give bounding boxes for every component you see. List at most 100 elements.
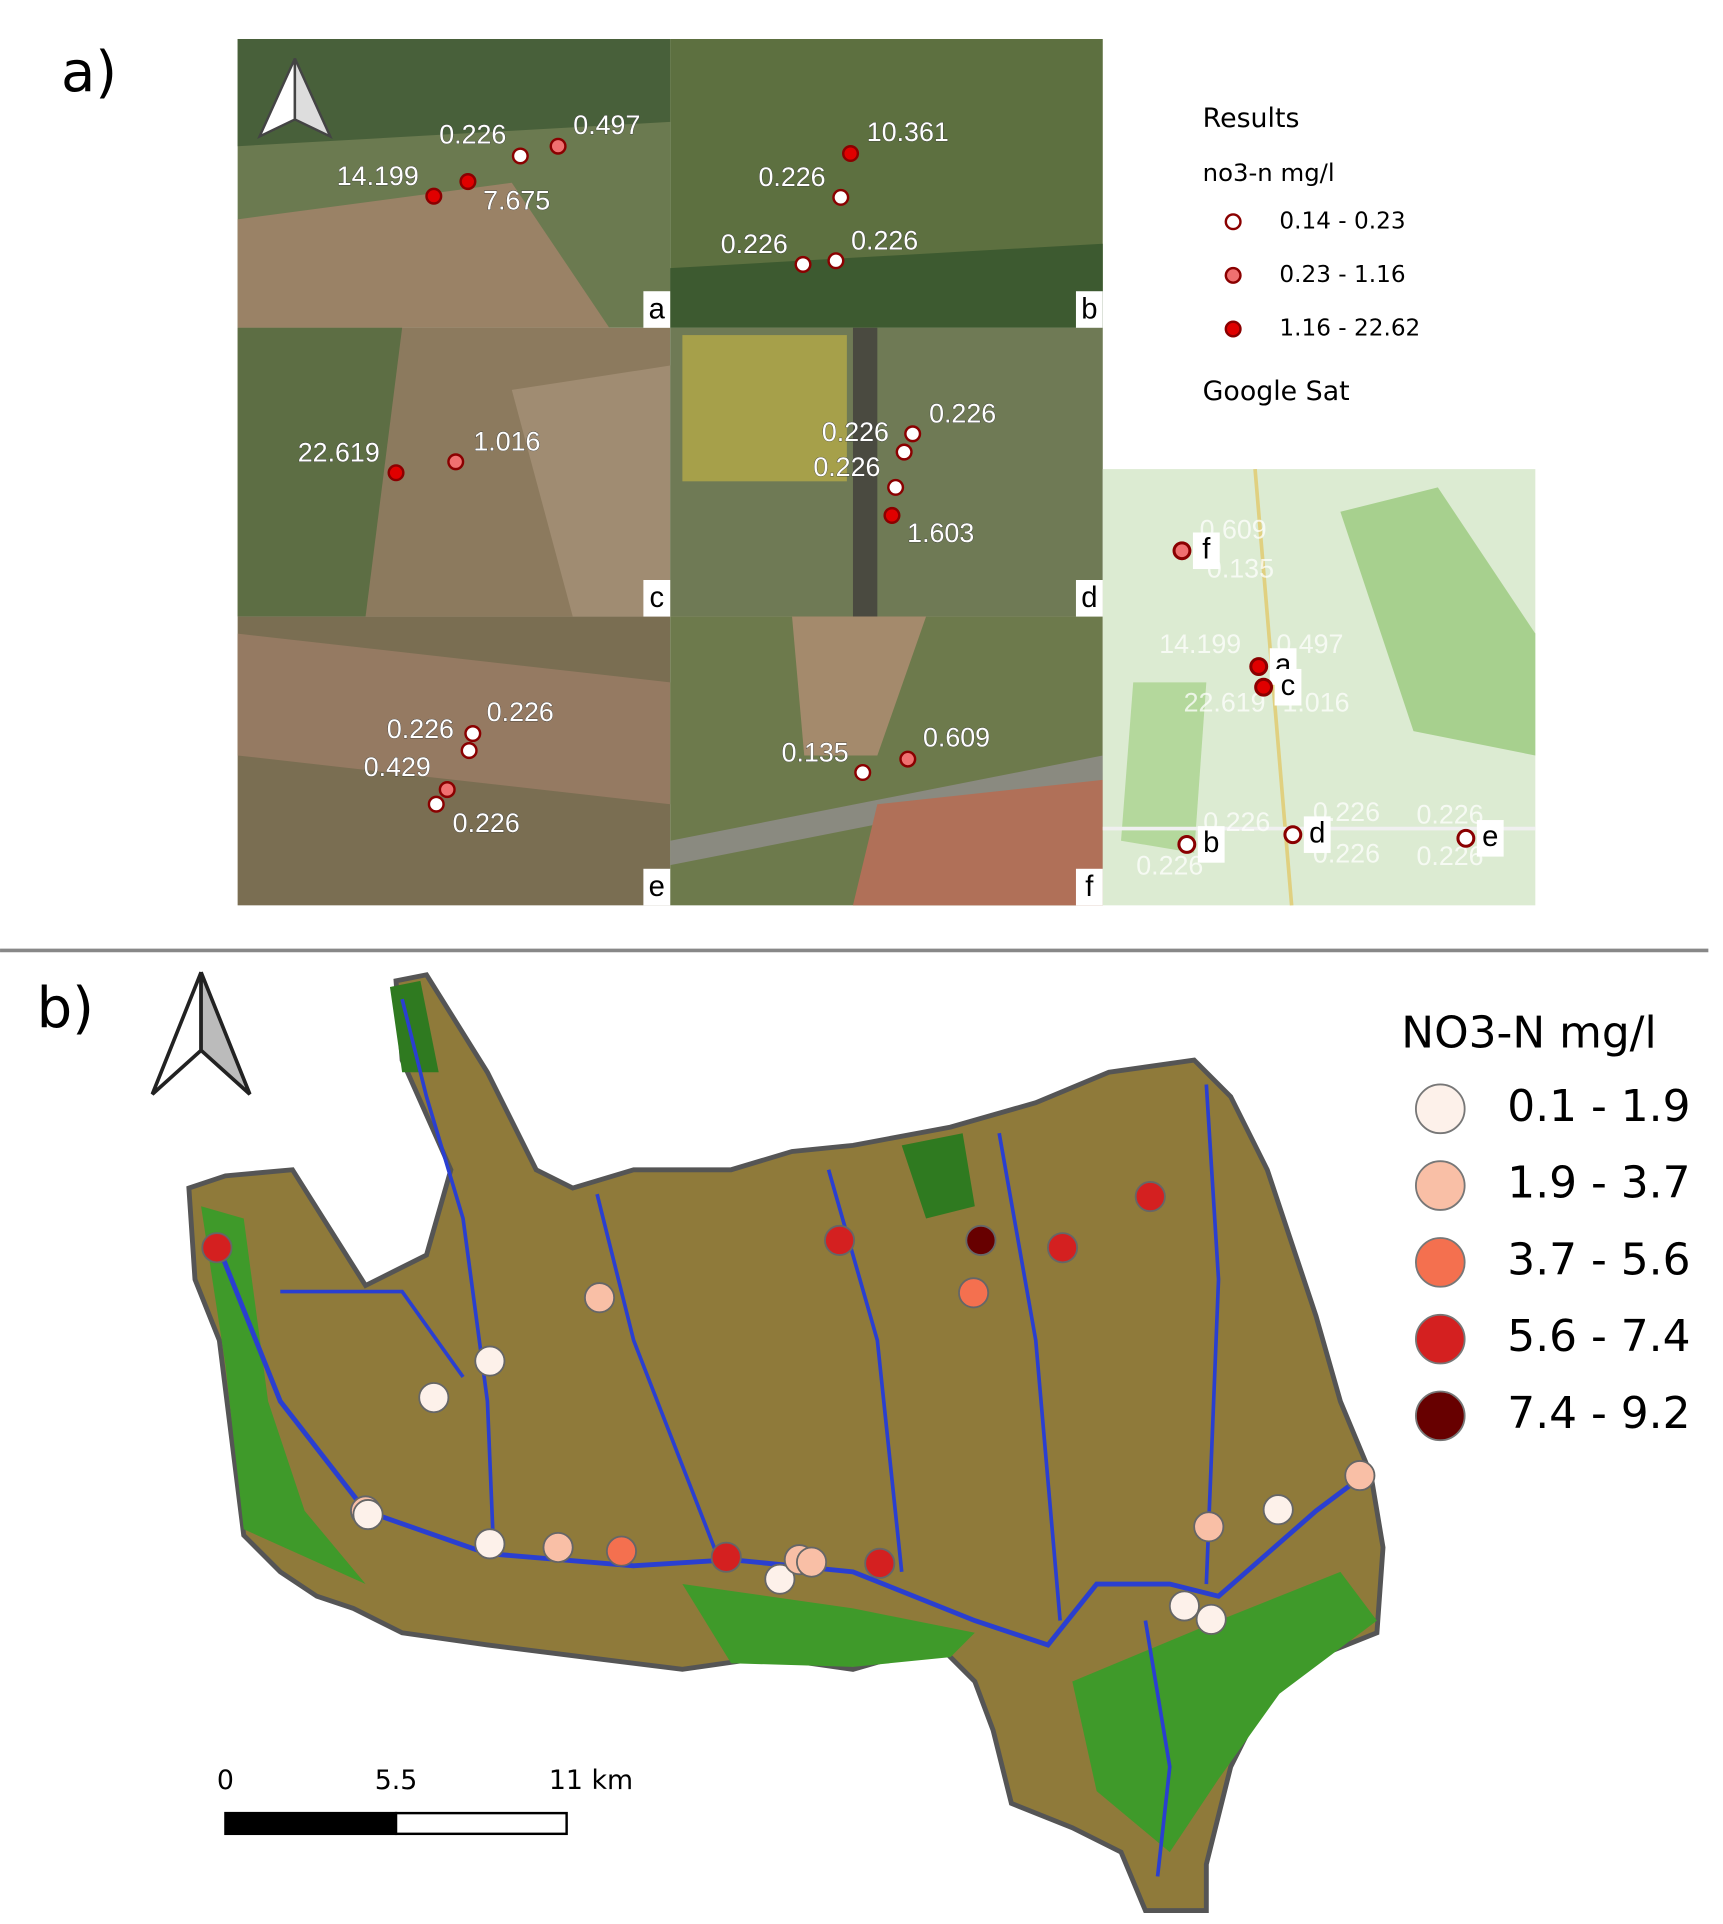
tile-letter: a: [649, 293, 666, 325]
sample-point: [426, 189, 441, 204]
legend-title: Results: [1203, 103, 1300, 134]
sampling-site: [959, 1278, 988, 1307]
legend-label: 0.14 - 0.23: [1279, 208, 1405, 234]
legend-label: 5.6 - 7.4: [1507, 1311, 1690, 1362]
overview-label: 0.226: [1417, 841, 1484, 871]
sample-point: [843, 146, 858, 161]
scale-label: 0: [217, 1765, 234, 1796]
tile-letter: c: [649, 582, 664, 614]
sample-label: 0.226: [813, 452, 880, 482]
page: {"panel_a":{"label":"a)", "tiles":[ {"le…: [0, 0, 1723, 1924]
sample-label: 10.361: [867, 117, 949, 147]
legend-symbol: [1416, 1315, 1465, 1364]
sampling-site: [966, 1226, 995, 1255]
sample-point: [905, 426, 920, 441]
watershed: [189, 975, 1383, 1911]
sample-label: 0.226: [929, 399, 996, 429]
sampling-site: [419, 1383, 448, 1412]
legend-symbol: [1226, 214, 1241, 229]
sampling-site: [1194, 1512, 1223, 1541]
sample-point: [897, 445, 912, 460]
overview-letter: f: [1202, 533, 1211, 565]
legend-symbol: [1226, 322, 1241, 337]
sampling-site: [1136, 1182, 1165, 1211]
north-arrow: [152, 972, 249, 1094]
overview-letter: d: [1309, 817, 1325, 849]
sample-point: [448, 454, 463, 469]
tile-letter: d: [1081, 582, 1097, 614]
sampling-site: [865, 1549, 894, 1578]
sample-point: [900, 752, 915, 767]
overview-site: [1256, 679, 1272, 695]
overview-label: 22.619: [1184, 687, 1266, 717]
sample-point: [440, 782, 455, 797]
sample-label: 0.226: [439, 120, 506, 150]
tile-letter: b: [1081, 293, 1097, 325]
legend-label: 1.9 - 3.7: [1507, 1158, 1690, 1209]
overview-site: [1251, 659, 1267, 675]
scale-bar: [225, 1813, 566, 1834]
sample-point: [855, 765, 870, 780]
sample-label: 0.497: [573, 110, 640, 140]
legend-symbol: [1416, 1392, 1465, 1441]
overview-letter: c: [1281, 670, 1296, 702]
panel-label: b): [37, 976, 94, 1041]
scale-label: 5.5: [375, 1765, 418, 1796]
sample-label: 0.429: [364, 752, 431, 782]
sample-label: 1.603: [907, 518, 974, 548]
legend-basemap: Google Sat: [1203, 376, 1350, 407]
sample-label: 0.226: [721, 229, 788, 259]
sampling-site: [202, 1233, 231, 1262]
sample-point: [462, 743, 477, 758]
overview-label: 0.226: [1136, 851, 1203, 881]
legend-symbol: [1416, 1161, 1465, 1210]
overview-label: 14.199: [1159, 629, 1241, 659]
sample-label: 0.609: [923, 723, 990, 753]
sampling-site: [607, 1537, 636, 1566]
legend-label: 3.7 - 5.6: [1507, 1234, 1690, 1285]
tile-letter: e: [649, 871, 665, 903]
sampling-site: [475, 1346, 504, 1375]
sampling-site: [1048, 1233, 1077, 1262]
sampling-site: [712, 1543, 741, 1572]
overview-site: [1458, 830, 1474, 846]
sample-point: [885, 508, 900, 523]
overview-site: [1174, 543, 1190, 559]
sampling-site: [475, 1529, 504, 1558]
scale-label: 11 km: [549, 1765, 633, 1796]
sample-point: [833, 190, 848, 205]
legend-subtitle: no3-n mg/l: [1203, 158, 1335, 187]
sample-point: [888, 480, 903, 495]
sampling-site: [353, 1500, 382, 1529]
sample-point: [429, 797, 444, 812]
legend-label: 0.1 - 1.9: [1507, 1081, 1690, 1132]
sample-label: 0.226: [822, 417, 889, 447]
sampling-site: [543, 1533, 572, 1562]
sample-label: 0.226: [759, 162, 826, 192]
sample-label: 0.226: [387, 714, 454, 744]
sampling-site: [1264, 1495, 1293, 1524]
overview-site: [1285, 827, 1301, 843]
sample-point: [513, 149, 528, 164]
sample-point: [389, 465, 404, 480]
sampling-site: [825, 1226, 854, 1255]
sampling-site: [585, 1283, 614, 1312]
overview-site: [1179, 836, 1195, 852]
sampling-site: [1170, 1591, 1199, 1620]
sample-label: 0.226: [453, 808, 520, 838]
sampling-site: [1197, 1605, 1226, 1634]
sample-point: [829, 253, 844, 268]
sample-point: [465, 726, 480, 741]
legend-symbol: [1416, 1084, 1465, 1133]
panel-label: a): [61, 40, 117, 105]
sample-label: 0.226: [487, 697, 554, 727]
legend-title: NO3-N mg/l: [1401, 1008, 1656, 1059]
overview-letter: e: [1482, 821, 1498, 853]
sampling-site: [797, 1547, 826, 1576]
legend-label: 1.16 - 22.62: [1279, 315, 1420, 341]
sample-point: [551, 139, 566, 154]
sample-label: 0.226: [851, 226, 918, 256]
overview-letter: b: [1203, 827, 1219, 859]
legend-symbol: [1416, 1238, 1465, 1287]
sample-point: [796, 257, 811, 272]
